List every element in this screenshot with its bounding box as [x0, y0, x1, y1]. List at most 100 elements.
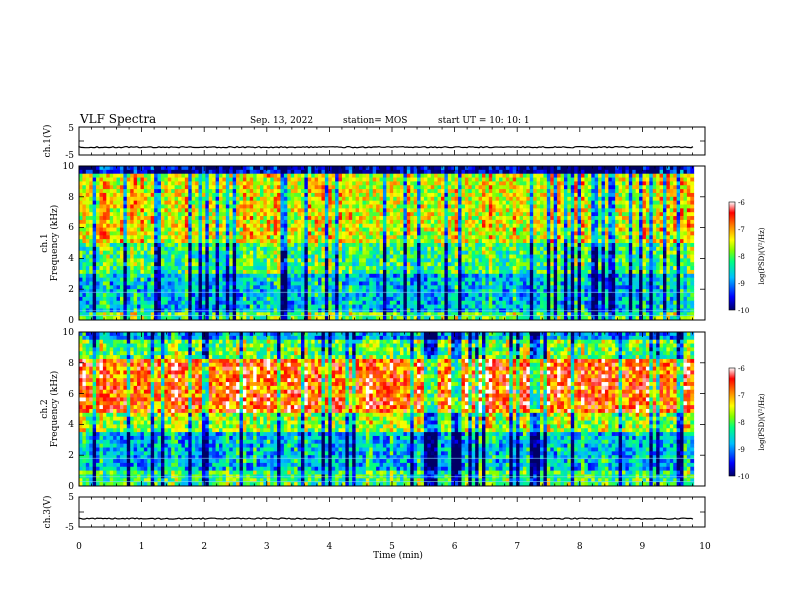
spectrogram-cell: [164, 269, 169, 275]
spectrogram-cell: [468, 277, 473, 282]
spectrogram-cell: [328, 223, 333, 228]
spectrogram-cell: [297, 235, 302, 240]
spectrogram-cell: [208, 212, 213, 217]
spectrogram-cell: [123, 312, 128, 317]
spectrogram-cell: [362, 312, 367, 317]
spectrogram-cell: [167, 181, 172, 186]
spectrogram-cell: [232, 300, 237, 305]
spectrogram-cell: [379, 246, 384, 252]
spectrogram-cell: [290, 254, 295, 259]
spectrogram-cell: [143, 293, 148, 298]
spectrogram-cell: [478, 304, 483, 309]
spectrogram-cell: [372, 262, 377, 267]
spectrogram-cell: [154, 254, 158, 259]
spectrogram-cell: [417, 200, 421, 205]
spectrogram-cell: [475, 239, 479, 244]
spectrogram-cell: [133, 250, 138, 255]
spectrogram-cell: [461, 304, 466, 309]
spectrogram-cell: [382, 296, 387, 302]
spectrogram-cell: [266, 277, 271, 282]
spectrogram-cell: [437, 166, 442, 171]
spectrogram-cell: [277, 204, 281, 209]
spectrogram-cell: [475, 258, 479, 263]
spectrogram-cell: [225, 296, 230, 302]
spectrogram-cell: [225, 300, 230, 305]
spectrogram-cell: [369, 216, 374, 221]
spectrogram-cell: [280, 200, 285, 205]
spectrogram-cell: [430, 216, 435, 221]
spectrogram-cell: [215, 258, 220, 263]
spectrogram-cell: [441, 177, 445, 182]
spectrogram-cell: [253, 285, 257, 290]
spectrogram-cell: [195, 166, 199, 171]
spectrogram-cell: [400, 185, 404, 190]
spectrogram-cell: [85, 212, 90, 217]
spectrogram-cell: [266, 212, 271, 217]
spectrogram-cell: [140, 312, 145, 317]
spectrogram-cell: [376, 169, 380, 175]
spectrogram-cell: [184, 300, 189, 305]
spectrogram-cell: [314, 289, 319, 294]
spectrogram-cell: [410, 166, 415, 171]
spectrogram-cell: [184, 266, 189, 271]
spectrogram-cell: [236, 254, 240, 259]
spectrogram-cell: [444, 316, 449, 320]
spectrogram-cell: [191, 293, 196, 298]
spectrogram-cell: [147, 192, 152, 198]
spectrogram-cell: [369, 200, 374, 205]
spectrogram-cell: [92, 312, 97, 317]
spectrogram-cell: [171, 250, 176, 255]
spectrogram-cell: [126, 235, 131, 240]
spectrogram-cell: [232, 316, 237, 320]
spectrogram-cell: [335, 273, 339, 279]
spectrogram-cell: [382, 235, 387, 240]
spectrogram-cell: [222, 177, 227, 182]
spectrogram-cell: [430, 204, 435, 209]
spectrogram-cell: [441, 204, 445, 209]
spectrogram-cell: [249, 235, 254, 240]
spectrogram-cell: [348, 266, 353, 271]
spectrogram-cell: [154, 281, 158, 286]
spectrogram-cell: [362, 181, 367, 186]
spectrogram-cell: [143, 227, 148, 232]
spectrogram-cell: [335, 250, 339, 255]
spectrogram-cell: [181, 231, 186, 236]
spectrogram-cell: [328, 173, 333, 178]
spectrogram-cell: [369, 285, 374, 290]
spectrogram-cell: [137, 296, 141, 302]
spectrogram-cell: [157, 243, 162, 248]
spectrogram-cell: [294, 277, 298, 282]
spectrogram-cell: [280, 177, 285, 182]
spectrogram-cell: [475, 243, 479, 248]
spectrogram-cell: [372, 239, 377, 244]
spectrogram-cell: [348, 185, 353, 190]
spectrogram-cell: [314, 216, 319, 221]
spectrogram-cell: [205, 196, 210, 202]
spectrogram-cell: [260, 192, 264, 198]
spectrogram-cell: [143, 212, 148, 217]
spectrogram-cell: [157, 262, 162, 267]
spectrogram-cell: [355, 266, 360, 271]
spectrogram-cell: [324, 316, 329, 320]
spectrogram-cell: [256, 208, 261, 213]
spectrogram-cell: [417, 269, 421, 275]
spectrogram-cell: [386, 181, 391, 186]
spectrogram-cell: [102, 200, 107, 205]
spectrogram-cell: [82, 266, 87, 271]
spectrogram-cell: [406, 266, 411, 271]
spectrogram-cell: [119, 269, 124, 275]
spectrogram-cell: [102, 316, 107, 320]
spectrogram-cell: [396, 239, 401, 244]
spectrogram-cell: [287, 169, 292, 175]
spectrogram-cell: [396, 219, 401, 225]
spectrogram-cell: [109, 204, 114, 209]
spectrogram-cell: [263, 273, 268, 279]
spectrogram-cell: [321, 189, 326, 194]
spectrogram-cell: [454, 289, 459, 294]
spectrogram-cell: [208, 223, 213, 228]
spectrogram-cell: [297, 304, 302, 309]
spectrogram-cell: [458, 177, 462, 182]
spectrogram-cell: [123, 250, 128, 255]
spectrogram-cell: [427, 277, 432, 282]
